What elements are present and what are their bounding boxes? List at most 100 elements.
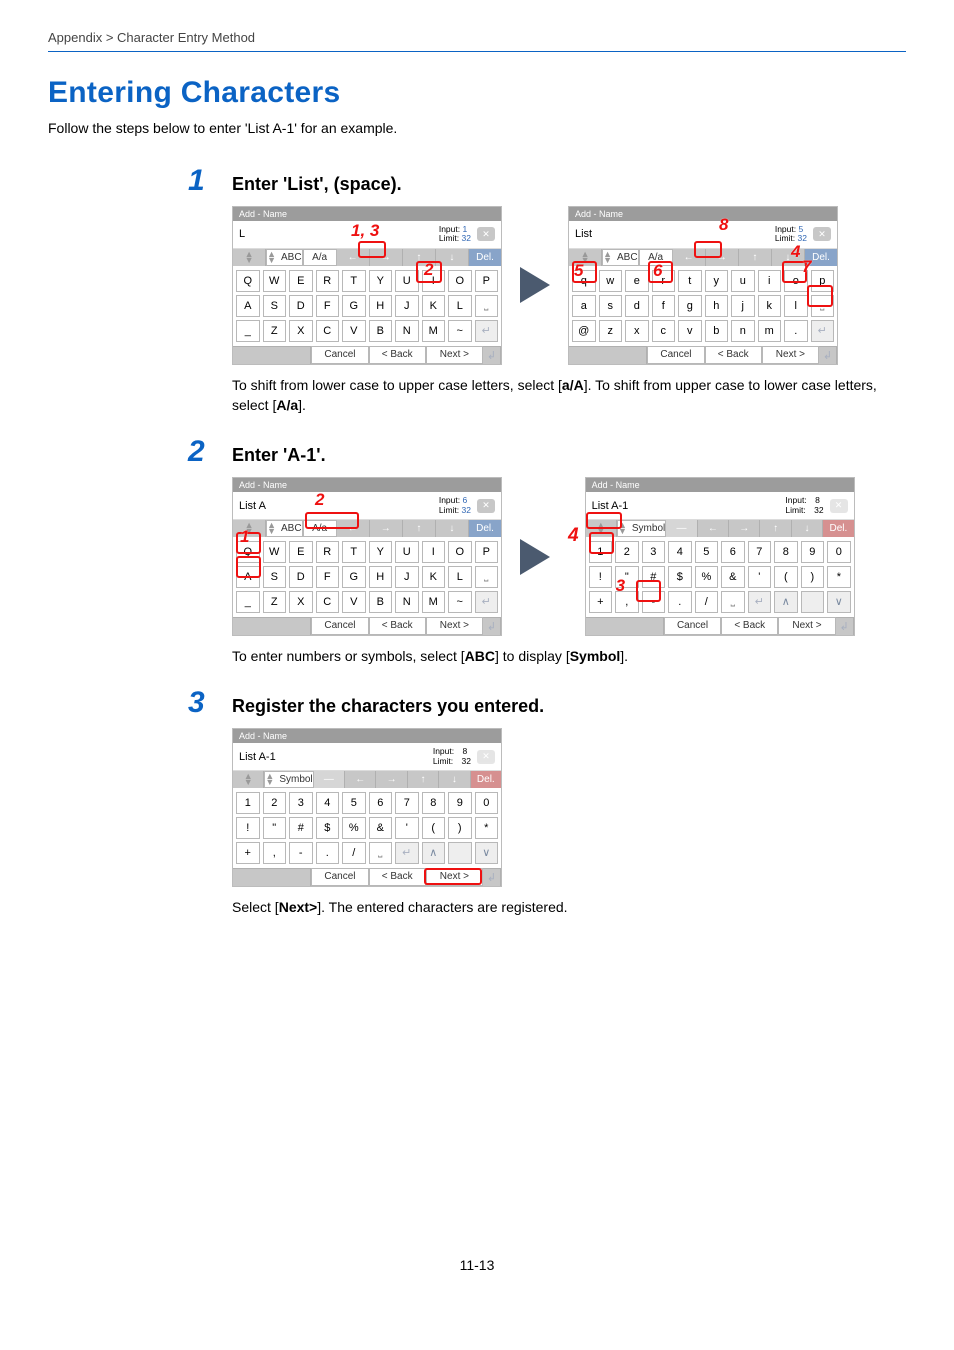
close-icon[interactable]: ✕ [813,227,831,241]
key[interactable]: * [827,566,851,588]
key[interactable]: 6 [369,792,393,814]
key[interactable]: 8 [422,792,446,814]
key[interactable]: A [236,295,260,317]
key[interactable]: - [642,591,666,613]
key[interactable]: c [652,320,676,342]
key[interactable]: x [625,320,649,342]
key[interactable]: M [422,591,446,613]
key[interactable]: ↵ [475,591,499,613]
key[interactable]: & [369,817,393,839]
key[interactable]: J [395,295,419,317]
key[interactable]: R [316,541,340,563]
key[interactable]: 4 [668,541,692,563]
key[interactable]: S [263,295,287,317]
key[interactable]: _ [236,591,260,613]
key[interactable]: M [422,320,446,342]
key[interactable] [448,842,472,864]
key[interactable]: " [615,566,639,588]
key[interactable]: / [695,591,719,613]
key[interactable]: w [599,270,623,292]
key[interactable]: Q [236,270,260,292]
key[interactable]: m [758,320,782,342]
key[interactable]: o [784,270,808,292]
key[interactable]: 3 [642,541,666,563]
key[interactable]: s [599,295,623,317]
key[interactable]: $ [316,817,340,839]
key[interactable]: X [289,320,313,342]
key[interactable]: 5 [695,541,719,563]
key[interactable]: ↵ [395,842,419,864]
key[interactable]: 2 [263,792,287,814]
key[interactable]: R [316,270,340,292]
key[interactable]: 3 [289,792,313,814]
key[interactable]: & [721,566,745,588]
key[interactable]: A [236,566,260,588]
key[interactable]: P [475,541,499,563]
key[interactable]: _ [236,320,260,342]
key[interactable]: I [422,270,446,292]
key[interactable]: L [448,295,472,317]
key[interactable]: ∨ [475,842,499,864]
key[interactable]: U [395,270,419,292]
tool-down[interactable]: ↓ [436,249,469,266]
key[interactable]: j [731,295,755,317]
key[interactable]: 9 [448,792,472,814]
key[interactable]: - [289,842,313,864]
key[interactable]: W [263,270,287,292]
key[interactable]: . [668,591,692,613]
key[interactable]: f [652,295,676,317]
key[interactable]: T [342,270,366,292]
key[interactable]: D [289,295,313,317]
key[interactable]: ( [422,817,446,839]
key[interactable]: S [263,566,287,588]
key[interactable]: ∧ [774,591,798,613]
key[interactable]: + [589,591,613,613]
key[interactable]: K [422,566,446,588]
close-icon[interactable]: ✕ [477,499,495,513]
key[interactable]: I [422,541,446,563]
key[interactable]: ⎵ [369,842,393,864]
key[interactable]: l [784,295,808,317]
key[interactable]: b [705,320,729,342]
key[interactable]: g [678,295,702,317]
key[interactable]: B [369,320,393,342]
btn-next[interactable]: Next > [426,346,483,364]
key[interactable]: F [316,295,340,317]
key[interactable]: L [448,566,472,588]
key[interactable]: ∨ [827,591,851,613]
tool-del[interactable]: Del. [469,249,501,266]
key[interactable]: D [289,566,313,588]
key[interactable]: G [342,295,366,317]
key[interactable]: % [342,817,366,839]
tool-up[interactable]: ↑ [403,249,436,266]
key[interactable]: B [369,591,393,613]
key[interactable]: , [615,591,639,613]
key[interactable]: V [342,320,366,342]
key[interactable]: 2 [615,541,639,563]
key[interactable]: N [395,320,419,342]
key[interactable]: 7 [748,541,772,563]
key[interactable]: C [316,591,340,613]
tool-right[interactable]: → [370,249,403,266]
key[interactable] [801,591,825,613]
key[interactable]: k [758,295,782,317]
key[interactable]: q [572,270,596,292]
key[interactable]: ↵ [748,591,772,613]
key[interactable]: v [678,320,702,342]
btn-cancel[interactable]: Cancel [311,346,368,364]
key[interactable]: t [678,270,702,292]
tool-abc[interactable]: ▲▼ABC [266,249,302,266]
key[interactable]: z [599,320,623,342]
key[interactable]: Z [263,591,287,613]
key[interactable]: 4 [316,792,340,814]
close-icon[interactable]: ✕ [477,227,495,241]
key[interactable]: V [342,591,366,613]
key[interactable]: r [652,270,676,292]
key[interactable]: K [422,295,446,317]
key[interactable]: + [236,842,260,864]
tool-aa[interactable]: A/a [303,249,337,266]
close-icon[interactable]: ✕ [477,750,495,764]
key[interactable]: 1 [236,792,260,814]
key[interactable]: C [316,320,340,342]
key[interactable]: N [395,591,419,613]
